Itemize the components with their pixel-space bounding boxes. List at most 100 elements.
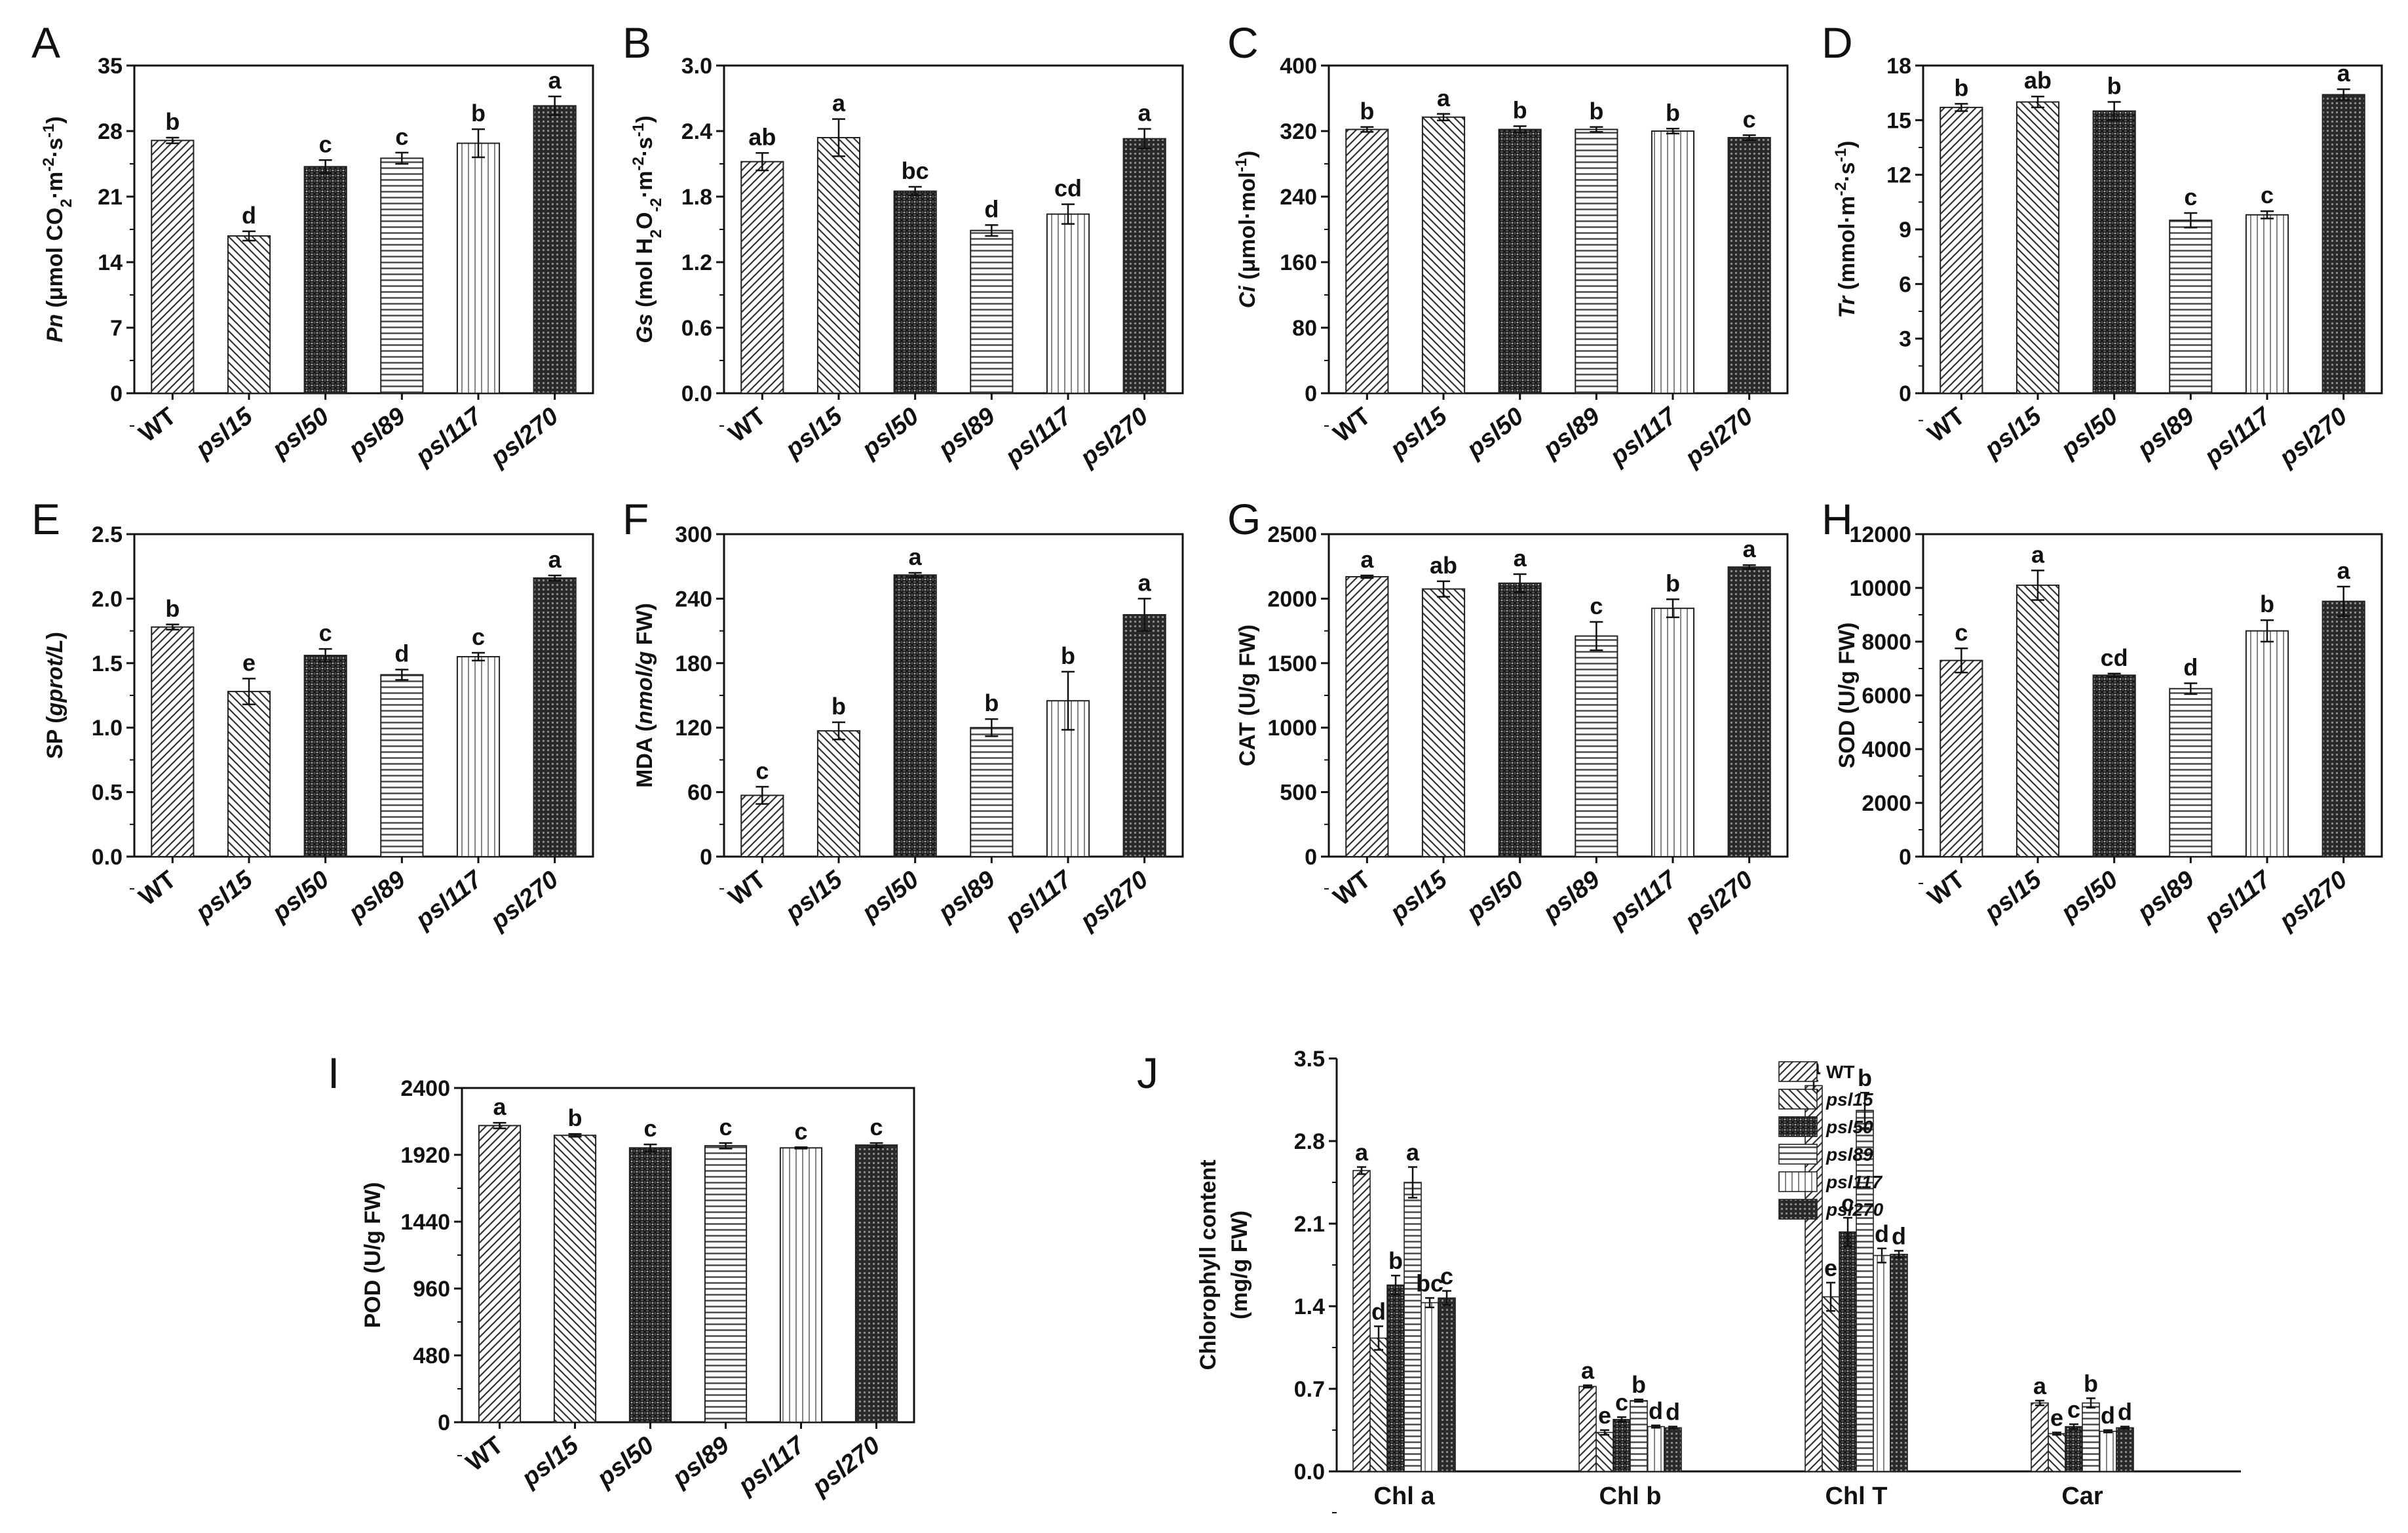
x-tick-label: psl89: [933, 402, 1001, 464]
x-tick-label: psl117: [2199, 865, 2277, 935]
bar: [2322, 600, 2365, 857]
plot-frame: [133, 64, 594, 395]
y-tick-label: 9: [1899, 218, 1911, 243]
significance-letter: b: [1858, 1064, 1872, 1091]
y-tick-label: 14: [98, 250, 123, 275]
significance-letter: c: [719, 1114, 732, 1140]
panel-letter: F: [622, 495, 649, 543]
legend-swatch: [1778, 1171, 1818, 1192]
y-tick-label: 4000: [1862, 737, 1911, 762]
y-tick-label: 2.1: [1294, 1212, 1325, 1237]
bar: [1575, 635, 1618, 857]
significance-letter: a: [2337, 60, 2351, 87]
panel-letter: E: [31, 495, 60, 543]
y-tick-label: 1500: [1267, 651, 1317, 676]
bar: [533, 577, 577, 857]
y-tick-label: 2500: [1267, 522, 1317, 547]
x-tick-label: psl50: [2055, 866, 2123, 927]
y-tick-label: 1000: [1267, 716, 1317, 741]
significance-letter: a: [2031, 541, 2045, 568]
y-tick-label: 1.8: [681, 185, 712, 210]
significance-letter: a: [909, 543, 923, 570]
y-tick-label: 500: [1280, 781, 1317, 805]
y-axis-label: SP (gprot/L): [43, 632, 67, 759]
significance-letter: c: [794, 1117, 807, 1144]
y-tick-label: 8000: [1862, 630, 1911, 655]
legend-label: WT: [1826, 1062, 1855, 1082]
significance-letter: b: [984, 689, 999, 716]
panel-letter: D: [1822, 18, 1853, 67]
x-tick-label: psl117: [410, 402, 488, 471]
y-tick-label: 7: [110, 316, 123, 341]
significance-letter: d: [1371, 1298, 1386, 1325]
bar: [1664, 1427, 1682, 1472]
x-tick-label: psl270: [1679, 866, 1758, 936]
significance-letter: a: [1138, 100, 1152, 126]
x-tick-label: psl117: [733, 1431, 811, 1500]
significance-letter: c: [1841, 1190, 1854, 1216]
x-tick-label: psl270: [2274, 866, 2352, 936]
bar: [533, 105, 577, 395]
bar: [2016, 584, 2060, 858]
bar: [456, 655, 501, 858]
x-tick-label: Chl a: [1374, 1483, 1436, 1510]
panel-e: E 0.0 0.5 1.0 1.5 2.0 2.5 SP (gprot/L) b WT e psl15…: [31, 495, 594, 936]
y-tick-label: 35: [98, 54, 123, 79]
significance-letter: c: [395, 123, 408, 150]
bar: [151, 626, 195, 857]
bar: [2099, 1431, 2117, 1472]
significance-letter: c: [1440, 1263, 1453, 1290]
bar: [2065, 1426, 2083, 1472]
bar: [227, 691, 271, 857]
y-tick-label: 480: [413, 1344, 450, 1368]
y-tick-label: 400: [1280, 54, 1317, 79]
y-tick-label: 3.0: [681, 54, 712, 79]
x-tick-label: WT: [1328, 866, 1375, 911]
significance-letter: e: [1598, 1402, 1611, 1429]
bar: [151, 140, 195, 395]
x-tick-label: psl270: [1075, 866, 1153, 936]
bar: [2082, 1402, 2100, 1472]
significance-letter: a: [1514, 545, 1527, 572]
x-tick-label: psl15: [190, 402, 258, 463]
significance-letter: a: [1138, 569, 1152, 596]
legend-swatch: [1778, 1061, 1818, 1082]
significance-letter: a: [493, 1093, 506, 1120]
significance-letter: cd: [1054, 175, 1082, 202]
bar: [1727, 566, 1771, 858]
significance-letter: b: [1360, 98, 1374, 125]
x-tick-label: psl50: [856, 402, 924, 464]
significance-letter: c: [870, 1114, 883, 1140]
x-tick-label: psl15: [516, 1431, 584, 1492]
significance-letter: c: [2184, 184, 2197, 210]
y-tick-label: 2000: [1862, 791, 1911, 816]
significance-letter: d: [394, 640, 409, 667]
bar: [380, 157, 424, 395]
y-tick-label: 320: [1280, 119, 1317, 144]
y-axis-label: SOD (U/g FW): [1835, 623, 1860, 769]
y-tick-label: 28: [98, 119, 123, 144]
panel-a: A 0 7 14 21 28 35 Pn (μmol CO2·m-2·s-1) b WT d psl1…: [31, 18, 594, 473]
y-tick-label: 0: [110, 381, 123, 406]
significance-letter: c: [1615, 1389, 1628, 1416]
significance-letter: c: [1955, 619, 1968, 646]
bar: [1651, 130, 1695, 394]
bar: [1822, 1296, 1840, 1472]
bar: [1404, 1182, 1422, 1472]
significance-letter: b: [568, 1104, 583, 1131]
significance-letter: d: [1666, 1399, 1680, 1426]
significance-letter: b: [471, 100, 486, 126]
x-tick-label: psl117: [410, 865, 488, 935]
y-axis-label: Gs (mol H2O-2·m-2·s-1): [630, 115, 665, 343]
y-tick-label: 2.8: [1294, 1129, 1325, 1154]
x-tick-label: psl117: [1605, 402, 1683, 471]
significance-letter: b: [1388, 1247, 1403, 1274]
bar: [740, 794, 784, 858]
panel-letter: H: [1822, 495, 1853, 543]
bar: [816, 730, 861, 857]
significance-letter: c: [1743, 106, 1756, 132]
bar: [553, 1135, 597, 1423]
bar: [1596, 1431, 1614, 1472]
y-tick-label: 1920: [400, 1143, 450, 1168]
significance-letter: b: [1061, 642, 1075, 669]
